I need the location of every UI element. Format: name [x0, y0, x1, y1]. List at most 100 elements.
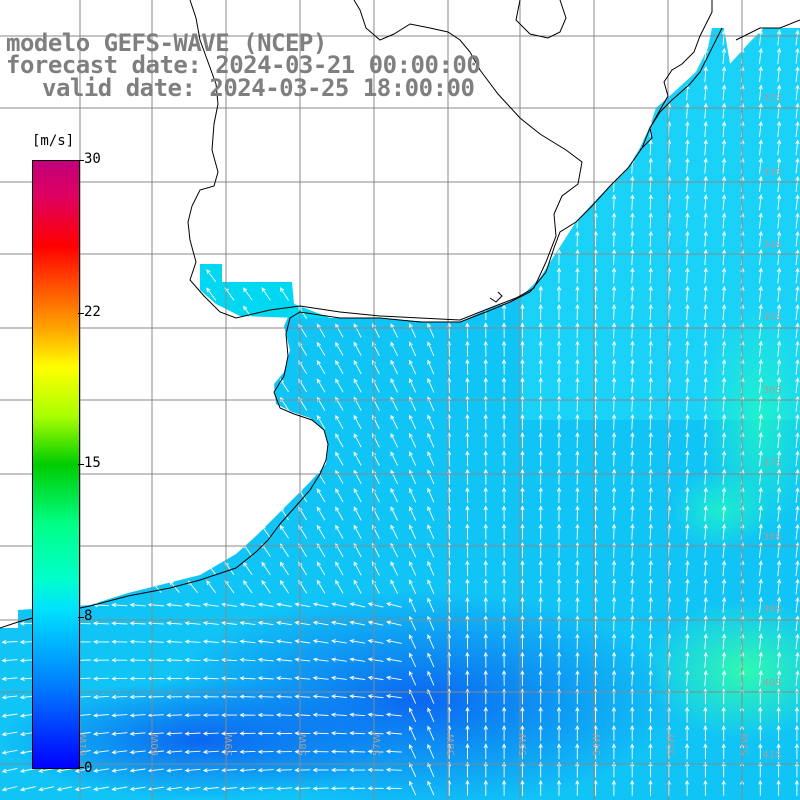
wind-arrow — [721, 358, 727, 375]
wind-arrow — [111, 676, 128, 681]
latitude-label: 32S — [762, 93, 781, 104]
wind-arrow — [501, 633, 507, 650]
wind-arrow — [776, 450, 782, 467]
wind-arrow — [611, 413, 617, 430]
wind-arrow — [611, 267, 617, 284]
wind-arrow — [483, 322, 488, 339]
wind-arrow — [556, 779, 562, 796]
wind-arrow — [367, 786, 384, 791]
latitude-label: 39S — [762, 604, 781, 615]
wind-arrow — [385, 602, 402, 608]
wind-arrow — [721, 486, 727, 504]
wind-arrow — [795, 267, 800, 284]
wind-arrow — [611, 432, 617, 449]
wind-arrow — [630, 358, 635, 375]
wind-arrow — [556, 267, 562, 284]
wind-arrow — [538, 578, 543, 595]
wind-arrow — [611, 505, 617, 522]
wind-arrow — [556, 615, 562, 632]
wind-arrow — [758, 432, 763, 449]
wind-arrow — [92, 639, 110, 645]
wind-arrow — [147, 657, 164, 663]
wind-arrow — [611, 358, 617, 375]
wind-arrow — [575, 761, 580, 778]
wind-arrow — [427, 579, 435, 595]
wind-arrow — [408, 762, 417, 777]
wind-arrow — [630, 743, 635, 760]
wind-arrow — [349, 712, 366, 717]
wind-arrow — [575, 230, 580, 247]
wind-arrow — [501, 651, 507, 668]
wind-arrow — [703, 358, 708, 375]
wind-arrow — [129, 786, 146, 792]
wind-arrow — [684, 706, 690, 723]
wind-arrow — [630, 230, 635, 247]
wind-arrow — [408, 506, 417, 521]
wind-arrow — [367, 675, 384, 681]
wind-arrow — [794, 779, 800, 796]
wind-arrow — [685, 413, 690, 430]
wind-arrow — [243, 580, 253, 594]
wind-arrow — [593, 669, 598, 687]
wind-arrow — [465, 578, 470, 595]
wind-arrow — [795, 468, 800, 485]
wind-arrow — [239, 639, 256, 644]
wind-arrow — [703, 249, 708, 266]
wind-arrow — [556, 633, 562, 650]
wind-arrow — [556, 706, 562, 723]
wind-arrow — [206, 580, 217, 594]
wind-arrow — [776, 212, 782, 229]
wind-arrow — [684, 724, 690, 741]
wind-arrow — [239, 786, 256, 791]
wind-arrow — [575, 560, 580, 577]
wind-arrow — [685, 596, 690, 613]
wind-arrow — [385, 657, 402, 662]
wind-arrow — [684, 761, 690, 778]
wind-arrow — [648, 413, 653, 430]
wind-arrow — [427, 634, 435, 649]
wind-arrow — [427, 780, 435, 796]
wind-arrow — [520, 651, 525, 668]
wind-arrow — [408, 323, 417, 338]
wind-arrow — [776, 303, 782, 321]
wind-arrow — [721, 432, 727, 449]
wind-arrow — [758, 66, 763, 83]
wind-arrow — [538, 669, 543, 687]
wind-arrow — [316, 579, 326, 594]
longitude-label: 61W — [78, 733, 89, 756]
wind-arrow — [685, 651, 690, 668]
wind-arrow — [556, 486, 562, 504]
wind-arrow — [575, 377, 580, 394]
wind-arrow — [685, 267, 690, 284]
wind-arrow — [703, 578, 708, 595]
wind-arrow — [221, 676, 238, 681]
wind-arrow — [538, 633, 543, 650]
wind-arrow — [501, 560, 507, 577]
wind-arrow — [776, 230, 782, 247]
wind-arrow — [408, 652, 417, 668]
wind-arrow — [501, 432, 507, 449]
wind-arrow — [483, 560, 488, 577]
wind-arrow — [275, 657, 293, 662]
wind-arrow — [703, 724, 708, 741]
wind-arrow — [147, 676, 164, 681]
wind-arrow — [703, 322, 708, 339]
wind-arrow — [408, 377, 417, 393]
wind-arrow — [685, 322, 690, 339]
wind-arrow — [501, 761, 507, 778]
wind-arrow — [575, 267, 580, 284]
wind-arrow — [385, 712, 402, 717]
wind-arrow — [593, 358, 598, 375]
wind-arrow — [184, 786, 201, 791]
wind-arrow — [294, 657, 311, 662]
wind-arrow — [758, 303, 763, 321]
wind-arrow — [331, 675, 347, 681]
wind-arrow — [257, 694, 274, 699]
wind-arrow — [611, 194, 617, 211]
wind-arrow — [611, 395, 617, 412]
wind-arrow — [465, 395, 470, 412]
wind-arrow — [276, 639, 292, 644]
wind-arrow — [353, 433, 362, 448]
wind-arrow — [685, 669, 690, 687]
wind-arrow — [275, 694, 293, 699]
